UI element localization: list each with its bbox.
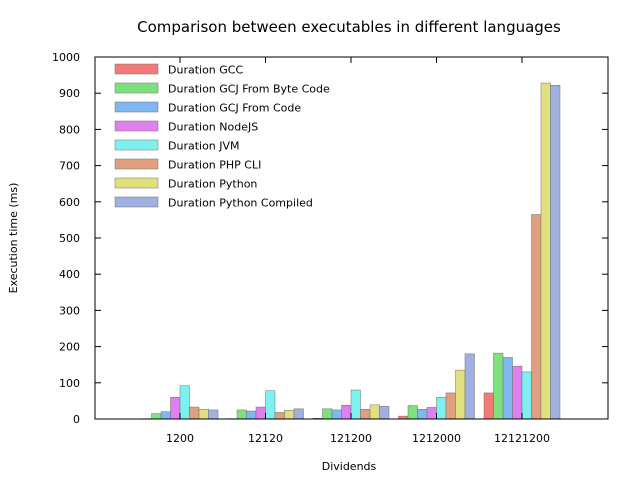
bar: [540, 82, 551, 420]
bar: [426, 407, 437, 420]
bar: [379, 406, 390, 420]
legend-swatch: [114, 177, 159, 189]
bar: [246, 410, 257, 420]
bar: [255, 406, 266, 420]
y-tick-label: 500: [59, 232, 80, 245]
y-tick-label: 400: [59, 268, 80, 281]
bar: [160, 411, 171, 420]
legend-label: Duration JVM: [168, 140, 240, 153]
legend-swatch: [114, 63, 159, 75]
bar: [322, 408, 333, 420]
y-tick-label: 1000: [52, 51, 80, 64]
bar: [521, 371, 532, 420]
x-tick-label: 12120: [248, 432, 283, 445]
bar: [436, 397, 447, 420]
legend-label: Duration Python: [168, 178, 257, 191]
bar: [531, 214, 542, 420]
bar: [493, 352, 504, 420]
x-tick-label: 121200: [330, 432, 372, 445]
y-tick-label: 800: [59, 123, 80, 136]
bar: [265, 390, 276, 420]
bar: [360, 408, 371, 420]
y-axis-label: Execution time (ms): [7, 183, 20, 294]
bar: [369, 404, 380, 420]
legend-label: Duration Python Compiled: [168, 197, 313, 210]
bar: [274, 412, 285, 420]
legend-swatch: [114, 82, 159, 94]
legend-swatch: [114, 120, 159, 132]
bar: [550, 84, 561, 420]
bar: [341, 404, 352, 420]
bar: [284, 410, 295, 420]
x-tick-label: 1212000: [412, 432, 461, 445]
legend-swatch: [114, 196, 159, 208]
legend-swatch: [114, 139, 159, 151]
bar: [445, 392, 456, 420]
y-tick-label: 600: [59, 196, 80, 209]
y-tick-label: 200: [59, 341, 80, 354]
bar: [293, 408, 304, 420]
bar: [236, 409, 247, 420]
bar: [407, 405, 418, 420]
bar: [331, 409, 342, 420]
bar: [170, 397, 181, 420]
bar: [189, 406, 200, 420]
bar: [502, 357, 513, 420]
y-tick-label: 300: [59, 304, 80, 317]
bar: [151, 413, 162, 420]
y-tick-label: 0: [73, 413, 80, 426]
bar: [208, 409, 219, 420]
bar: [179, 385, 190, 420]
legend-label: Duration GCC: [168, 64, 243, 77]
legend-label: Duration NodeJS: [168, 121, 258, 134]
x-axis-label: Dividends: [322, 460, 377, 473]
plot-area: 0 100 200 300 400 500 600 700 800 900 1000 1200 1212…: [52, 51, 609, 445]
bar: [198, 408, 209, 420]
bar: [350, 389, 361, 420]
x-tick-label: 12121200: [494, 432, 550, 445]
bar: [417, 408, 428, 420]
y-tick-label: 900: [59, 87, 80, 100]
bar: [455, 369, 466, 420]
bar: [512, 365, 523, 420]
legend-swatch: [114, 101, 159, 113]
chart-title: Comparison between executables in differ…: [137, 18, 561, 36]
x-tick-label: 1200: [166, 432, 194, 445]
legend-swatch: [114, 158, 159, 170]
y-tick-label: 700: [59, 160, 80, 173]
y-tick-label: 100: [59, 377, 80, 390]
legend-label: Duration GCJ From Byte Code: [168, 83, 330, 96]
legend-label: Duration PHP CLI: [168, 159, 261, 172]
bar: [464, 353, 475, 420]
legend-label: Duration GCJ From Code: [168, 102, 301, 115]
bar: [483, 392, 494, 420]
